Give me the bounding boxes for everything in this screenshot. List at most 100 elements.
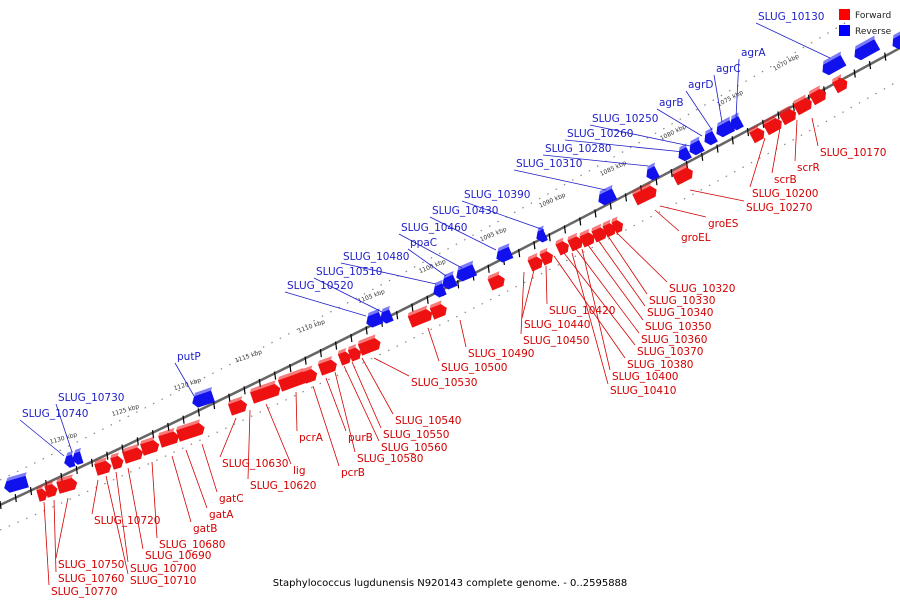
forward-gene-arrow[interactable] xyxy=(277,367,310,392)
reverse-gene-arrow[interactable] xyxy=(594,184,619,207)
reverse-gene-arrow[interactable] xyxy=(700,127,719,147)
forward-gene-arrow[interactable] xyxy=(109,452,125,470)
forward-gene-label[interactable]: groEL xyxy=(681,232,711,244)
reverse-gene-label[interactable]: agrC xyxy=(716,63,741,75)
reverse-gene-arrow[interactable] xyxy=(642,162,661,182)
forward-gene-label[interactable]: SLUG_10420 xyxy=(549,305,615,317)
forward-gene-arrow[interactable] xyxy=(526,252,545,272)
forward-gene-arrow[interactable] xyxy=(249,380,282,404)
forward-gene-arrow[interactable] xyxy=(139,436,161,456)
forward-gene-label[interactable]: SLUG_10410 xyxy=(610,385,676,397)
reverse-gene-arrow[interactable] xyxy=(363,308,385,329)
forward-gene-arrow[interactable] xyxy=(317,355,339,376)
reverse-gene-label[interactable]: SLUG_10460 xyxy=(401,222,467,234)
forward-gene-arrow[interactable] xyxy=(601,219,618,238)
forward-gene-label[interactable]: SLUG_10720 xyxy=(94,515,160,527)
reverse-gene-label[interactable]: SLUG_10730 xyxy=(58,392,124,404)
reverse-gene-label[interactable]: SLUG_10740 xyxy=(22,408,88,420)
forward-gene-label[interactable]: SLUG_10360 xyxy=(641,334,707,346)
reverse-gene-label[interactable]: ppaC xyxy=(410,237,437,249)
forward-gene-label[interactable]: SLUG_10370 xyxy=(637,346,703,358)
forward-gene-label[interactable]: gatB xyxy=(193,523,217,535)
forward-gene-label[interactable]: SLUG_10580 xyxy=(357,453,423,465)
forward-gene-arrow[interactable] xyxy=(36,485,50,502)
forward-gene-label[interactable]: SLUG_10530 xyxy=(411,377,477,389)
forward-gene-arrow[interactable] xyxy=(566,232,585,252)
forward-gene-label[interactable]: SLUG_10490 xyxy=(468,348,534,360)
forward-gene-label[interactable]: SLUG_10710 xyxy=(130,575,196,587)
reverse-gene-arrow[interactable] xyxy=(533,225,550,245)
forward-gene-label[interactable]: SLUG_10750 xyxy=(58,559,124,571)
forward-gene-arrow[interactable] xyxy=(631,181,659,206)
forward-gene-arrow[interactable] xyxy=(429,300,449,320)
forward-gene-arrow[interactable] xyxy=(762,113,785,136)
forward-gene-label[interactable]: SLUG_10450 xyxy=(523,335,589,347)
reverse-gene-arrow[interactable] xyxy=(818,51,848,77)
forward-gene-label[interactable]: purB xyxy=(348,432,373,444)
reverse-gene-label[interactable]: agrB xyxy=(659,97,684,109)
reverse-gene-arrow[interactable] xyxy=(70,448,86,466)
reverse-gene-label[interactable]: SLUG_10510 xyxy=(316,266,382,278)
reverse-gene-arrow[interactable] xyxy=(850,35,882,62)
forward-gene-arrow[interactable] xyxy=(610,216,625,234)
forward-gene-arrow[interactable] xyxy=(578,228,597,248)
forward-gene-arrow[interactable] xyxy=(157,427,181,448)
forward-gene-arrow[interactable] xyxy=(671,163,696,186)
reverse-gene-label[interactable]: SLUG_10390 xyxy=(464,189,530,201)
forward-gene-label[interactable]: SLUG_10690 xyxy=(145,550,211,562)
forward-gene-arrow[interactable] xyxy=(175,419,206,442)
forward-gene-arrow[interactable] xyxy=(347,343,364,362)
forward-gene-label[interactable]: SLUG_10340 xyxy=(647,307,713,319)
forward-gene-label[interactable]: gatC xyxy=(219,493,244,505)
forward-gene-label[interactable]: SLUG_10170 xyxy=(820,147,886,159)
reverse-gene-arrow[interactable] xyxy=(377,305,396,325)
forward-gene-label[interactable]: SLUG_10270 xyxy=(746,202,812,214)
forward-gene-arrow[interactable] xyxy=(44,480,60,498)
forward-gene-label[interactable]: SLUG_10620 xyxy=(250,480,316,492)
forward-gene-label[interactable]: SLUG_10770 xyxy=(51,586,117,598)
forward-gene-arrow[interactable] xyxy=(121,443,145,464)
reverse-gene-label[interactable]: SLUG_10310 xyxy=(516,158,582,170)
forward-gene-arrow[interactable] xyxy=(357,334,383,356)
forward-gene-label[interactable]: gatA xyxy=(209,509,234,521)
forward-gene-label[interactable]: scrB xyxy=(774,174,797,186)
forward-gene-arrow[interactable] xyxy=(554,237,571,256)
forward-gene-label[interactable]: pcrB xyxy=(341,467,365,479)
reverse-gene-label[interactable]: agrD xyxy=(688,79,714,91)
forward-gene-label[interactable]: SLUG_10540 xyxy=(395,415,461,427)
forward-gene-arrow[interactable] xyxy=(486,270,507,291)
reverse-gene-label[interactable]: SLUG_10130 xyxy=(758,11,824,23)
forward-gene-arrow[interactable] xyxy=(808,84,829,106)
reverse-gene-arrow[interactable] xyxy=(189,386,217,409)
reverse-gene-arrow[interactable] xyxy=(685,136,706,157)
forward-gene-label[interactable]: SLUG_10320 xyxy=(669,283,735,295)
forward-gene-label[interactable]: SLUG_10350 xyxy=(645,321,711,333)
forward-gene-label[interactable]: SLUG_10200 xyxy=(752,188,818,200)
forward-gene-arrow[interactable] xyxy=(227,396,249,416)
forward-gene-label[interactable]: SLUG_10560 xyxy=(381,442,447,454)
reverse-gene-label[interactable]: putP xyxy=(177,351,201,363)
reverse-gene-arrow[interactable] xyxy=(493,243,515,264)
forward-gene-label[interactable]: SLUG_10700 xyxy=(130,563,196,575)
forward-gene-label[interactable]: SLUG_10440 xyxy=(524,319,590,331)
forward-gene-arrow[interactable] xyxy=(748,123,768,144)
forward-gene-label[interactable]: SLUG_10760 xyxy=(58,573,124,585)
forward-gene-arrow[interactable] xyxy=(831,73,851,94)
forward-gene-label[interactable]: SLUG_10500 xyxy=(441,362,507,374)
forward-gene-arrow[interactable] xyxy=(590,223,609,243)
forward-gene-arrow[interactable] xyxy=(778,104,799,126)
forward-gene-label[interactable]: groES xyxy=(708,218,739,230)
reverse-gene-label[interactable]: SLUG_10280 xyxy=(545,143,611,155)
reverse-gene-label[interactable]: SLUG_10260 xyxy=(567,128,633,140)
forward-gene-label[interactable]: SLUG_10680 xyxy=(159,539,225,551)
reverse-gene-arrow[interactable] xyxy=(439,271,460,291)
forward-gene-arrow[interactable] xyxy=(337,347,354,366)
forward-gene-arrow[interactable] xyxy=(93,457,113,476)
reverse-gene-arrow[interactable] xyxy=(726,112,745,132)
forward-gene-label[interactable]: SLUG_10400 xyxy=(612,371,678,383)
forward-gene-label[interactable]: SLUG_10550 xyxy=(383,429,449,441)
reverse-gene-arrow[interactable] xyxy=(62,451,78,469)
reverse-gene-label[interactable]: SLUG_10520 xyxy=(287,280,353,292)
reverse-gene-arrow[interactable] xyxy=(674,143,693,163)
reverse-gene-arrow[interactable] xyxy=(430,279,449,299)
